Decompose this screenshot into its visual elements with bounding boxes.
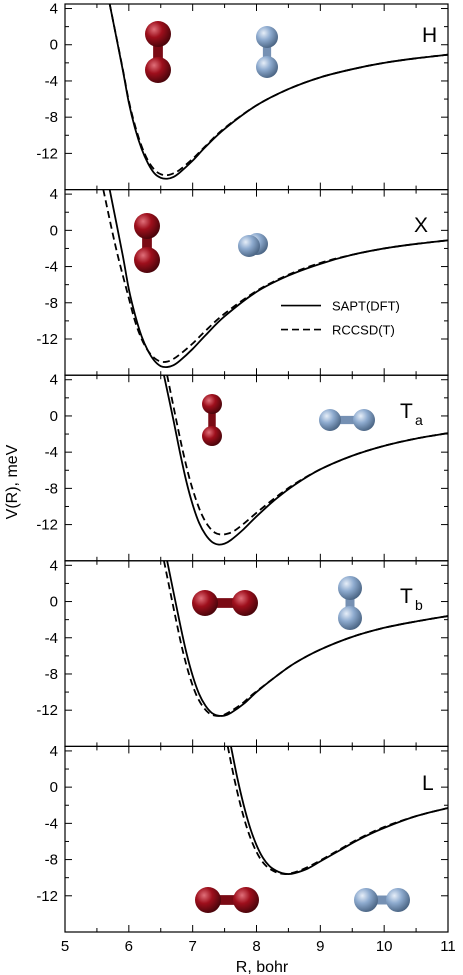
y-tick-label: 4 xyxy=(50,743,58,760)
y-tick-label: -12 xyxy=(36,331,58,348)
panel-2-frame xyxy=(64,189,449,376)
panel-1-frame xyxy=(64,3,449,191)
panel-5: 4 0 -4 -8 -12 L 5 6 7 8 9 10 11 xyxy=(36,743,455,955)
y-tick-label: 0 xyxy=(50,222,58,239)
panel-4-label: T xyxy=(400,585,413,608)
y-tick-label: 0 xyxy=(50,594,58,611)
panel-3-rccsd-curve xyxy=(166,375,448,536)
panel-1-curves xyxy=(108,4,448,180)
legend-label: RCCSD(T) xyxy=(332,323,395,338)
y-tick-label: -4 xyxy=(45,73,58,90)
y-tick-label: -4 xyxy=(45,630,58,647)
y-tick-label: 0 xyxy=(50,37,58,54)
y-axis-title: V(R), meV xyxy=(4,444,21,519)
panel-3-blue-molecule xyxy=(319,409,375,431)
x-tick-label: 9 xyxy=(316,938,324,955)
panel-4-red-molecule-atom-1 xyxy=(192,590,218,616)
panel-4-red-molecule xyxy=(192,590,258,616)
y-tick-label: -8 xyxy=(45,480,58,497)
panel-2-curves xyxy=(102,189,448,369)
panel-3: 4 0 -4 -8 -12 T a xyxy=(36,372,449,562)
x-tick-label: 10 xyxy=(376,938,393,955)
y-tick-label: -8 xyxy=(45,109,58,126)
panel-2-red-molecule-atom-1 xyxy=(134,213,160,239)
y-tick-label: 4 xyxy=(50,372,58,389)
panel-2-blue-molecule-atom-2 xyxy=(238,235,260,257)
panel-4-frame xyxy=(64,560,449,747)
panel-2-rccsd-curve xyxy=(102,189,448,363)
y-tick-label: 4 xyxy=(50,186,58,203)
x-axis-title: R, bohr xyxy=(236,959,289,975)
y-tick-label: 4 xyxy=(50,557,58,574)
panel-3-curves xyxy=(163,375,448,546)
panel-5-curves xyxy=(226,746,448,875)
y-tick-label: -8 xyxy=(45,666,58,683)
y-tick-label: -12 xyxy=(36,517,58,534)
y-tick-label: -12 xyxy=(36,702,58,719)
panel-3-frame xyxy=(64,374,449,562)
panel-2-blue-molecule xyxy=(238,233,268,257)
panel-4-blue-molecule-atom-2 xyxy=(338,606,362,630)
panel-1: 4 0 -4 -8 -12 H xyxy=(36,1,449,191)
panel-4: 4 0 -4 -8 -12 T b xyxy=(36,557,449,747)
x-tick-label: 6 xyxy=(125,938,133,955)
y-tick-label: 4 xyxy=(50,1,58,18)
panel-1-blue-molecule xyxy=(256,26,278,78)
panel-5-sapt-curve xyxy=(230,746,448,875)
panel-1-blue-molecule-atom-1 xyxy=(256,26,278,48)
panel-4-curves xyxy=(163,560,448,717)
panels-layer: 4 0 -4 -8 -12 H 4 0 -4 -8 -12 X SAPT(DFT) RCCSD(T) 4 0 -… xyxy=(36,1,455,955)
panel-5-blue-molecule xyxy=(354,888,410,912)
y-tick-label: -4 xyxy=(45,259,58,276)
panel-1-label: H xyxy=(422,24,437,47)
y-tick-label: -12 xyxy=(36,145,58,162)
panel-5-red-molecule-atom-1 xyxy=(195,887,221,913)
panel-2-label: X xyxy=(414,214,428,237)
panel-5-rccsd-curve xyxy=(226,746,448,875)
panel-4-sapt-curve xyxy=(166,560,448,717)
panel-5-frame xyxy=(64,745,449,933)
panel-1-sapt-curve xyxy=(108,4,448,180)
x-tick-label: 8 xyxy=(252,938,260,955)
panel-1-blue-molecule-atom-2 xyxy=(256,56,278,78)
legend: SAPT(DFT) RCCSD(T) xyxy=(281,299,400,338)
panel-5-blue-molecule-atom-1 xyxy=(354,888,378,912)
x-tick-label: 11 xyxy=(440,938,456,955)
panel-3-label-subscript: a xyxy=(415,412,423,428)
y-tick-label: -4 xyxy=(45,815,58,832)
panel-3-red-molecule-atom-2 xyxy=(202,426,222,446)
panel-2-red-molecule-atom-2 xyxy=(134,247,160,273)
panel-5-label: L xyxy=(422,772,434,795)
panel-4-blue-molecule-atom-1 xyxy=(338,576,362,600)
panel-4-blue-molecule xyxy=(338,576,362,630)
panel-4-red-molecule-atom-2 xyxy=(232,590,258,616)
y-tick-label: -12 xyxy=(36,888,58,905)
x-tick-label: 7 xyxy=(188,938,196,955)
panel-4-rccsd-curve xyxy=(163,560,448,717)
panel-3-blue-molecule-atom-1 xyxy=(319,409,341,431)
panel-5-red-molecule-atom-2 xyxy=(233,887,259,913)
legend-label: SAPT(DFT) xyxy=(332,299,400,314)
panel-1-red-molecule xyxy=(145,21,171,83)
panel-1-red-molecule-atom-1 xyxy=(145,21,171,47)
panel-3-red-molecule-atom-1 xyxy=(202,394,222,414)
y-tick-label: -8 xyxy=(45,295,58,312)
panel-2: 4 0 -4 -8 -12 X SAPT(DFT) RCCSD(T) xyxy=(36,186,449,376)
panel-1-red-molecule-atom-2 xyxy=(145,57,171,83)
panel-3-blue-molecule-atom-2 xyxy=(353,409,375,431)
panel-3-red-molecule xyxy=(202,394,222,446)
y-tick-label: -8 xyxy=(45,852,58,869)
panel-3-label: T xyxy=(400,400,413,423)
panel-1-rccsd-curve xyxy=(108,4,448,177)
y-tick-label: 0 xyxy=(50,408,58,425)
panel-4-label-subscript: b xyxy=(415,597,423,613)
panel-5-blue-molecule-atom-2 xyxy=(386,888,410,912)
panel-5-red-molecule xyxy=(195,887,259,913)
x-tick-label: 5 xyxy=(61,938,69,955)
y-tick-label: 0 xyxy=(50,779,58,796)
y-tick-label: -4 xyxy=(45,444,58,461)
panel-2-red-molecule xyxy=(134,213,160,273)
